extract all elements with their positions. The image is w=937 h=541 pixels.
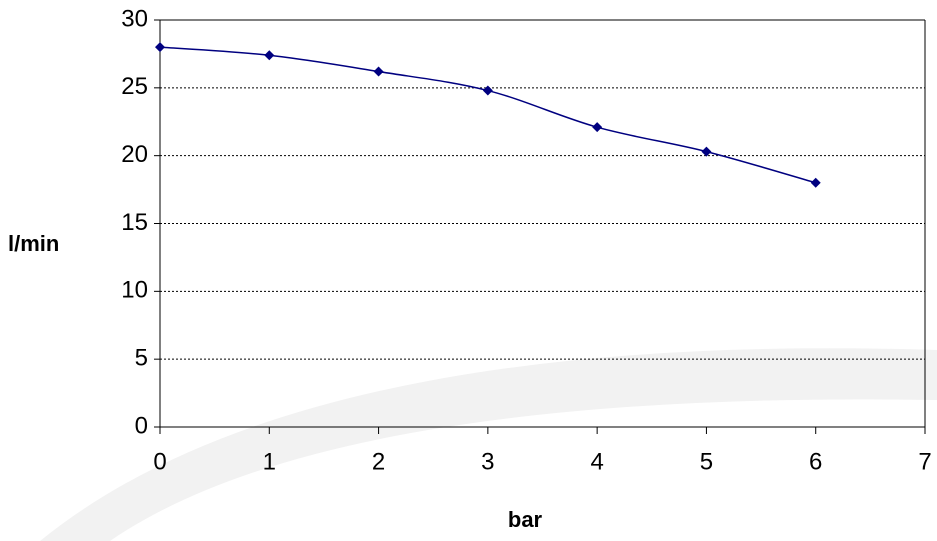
x-tick-label: 6 [809,448,822,475]
y-axis-label: l/min [8,231,59,256]
x-tick-label: 3 [481,448,494,475]
x-tick-label: 7 [918,448,931,475]
y-tick-label: 5 [135,345,148,372]
point [264,50,275,61]
x-tick-label: 4 [590,448,603,475]
watermark-arc [40,348,937,541]
x-tick-label: 5 [700,448,713,475]
point [155,42,165,53]
x-tick-label: 2 [372,448,385,475]
point [810,177,821,188]
y-tick-label: 0 [135,412,148,439]
x-tick-label: 1 [263,448,276,475]
point [482,85,493,96]
y-tick-label: 10 [121,277,148,304]
y-tick-label: 30 [121,5,148,32]
x-tick-label: 0 [153,448,166,475]
point [592,122,603,133]
point [701,146,712,157]
x-axis-label: bar [508,507,543,532]
series-line [159,46,816,184]
point [373,66,384,77]
y-tick-label: 25 [121,73,148,100]
y-tick-label: 15 [121,209,148,236]
y-tick-label: 20 [121,141,148,168]
